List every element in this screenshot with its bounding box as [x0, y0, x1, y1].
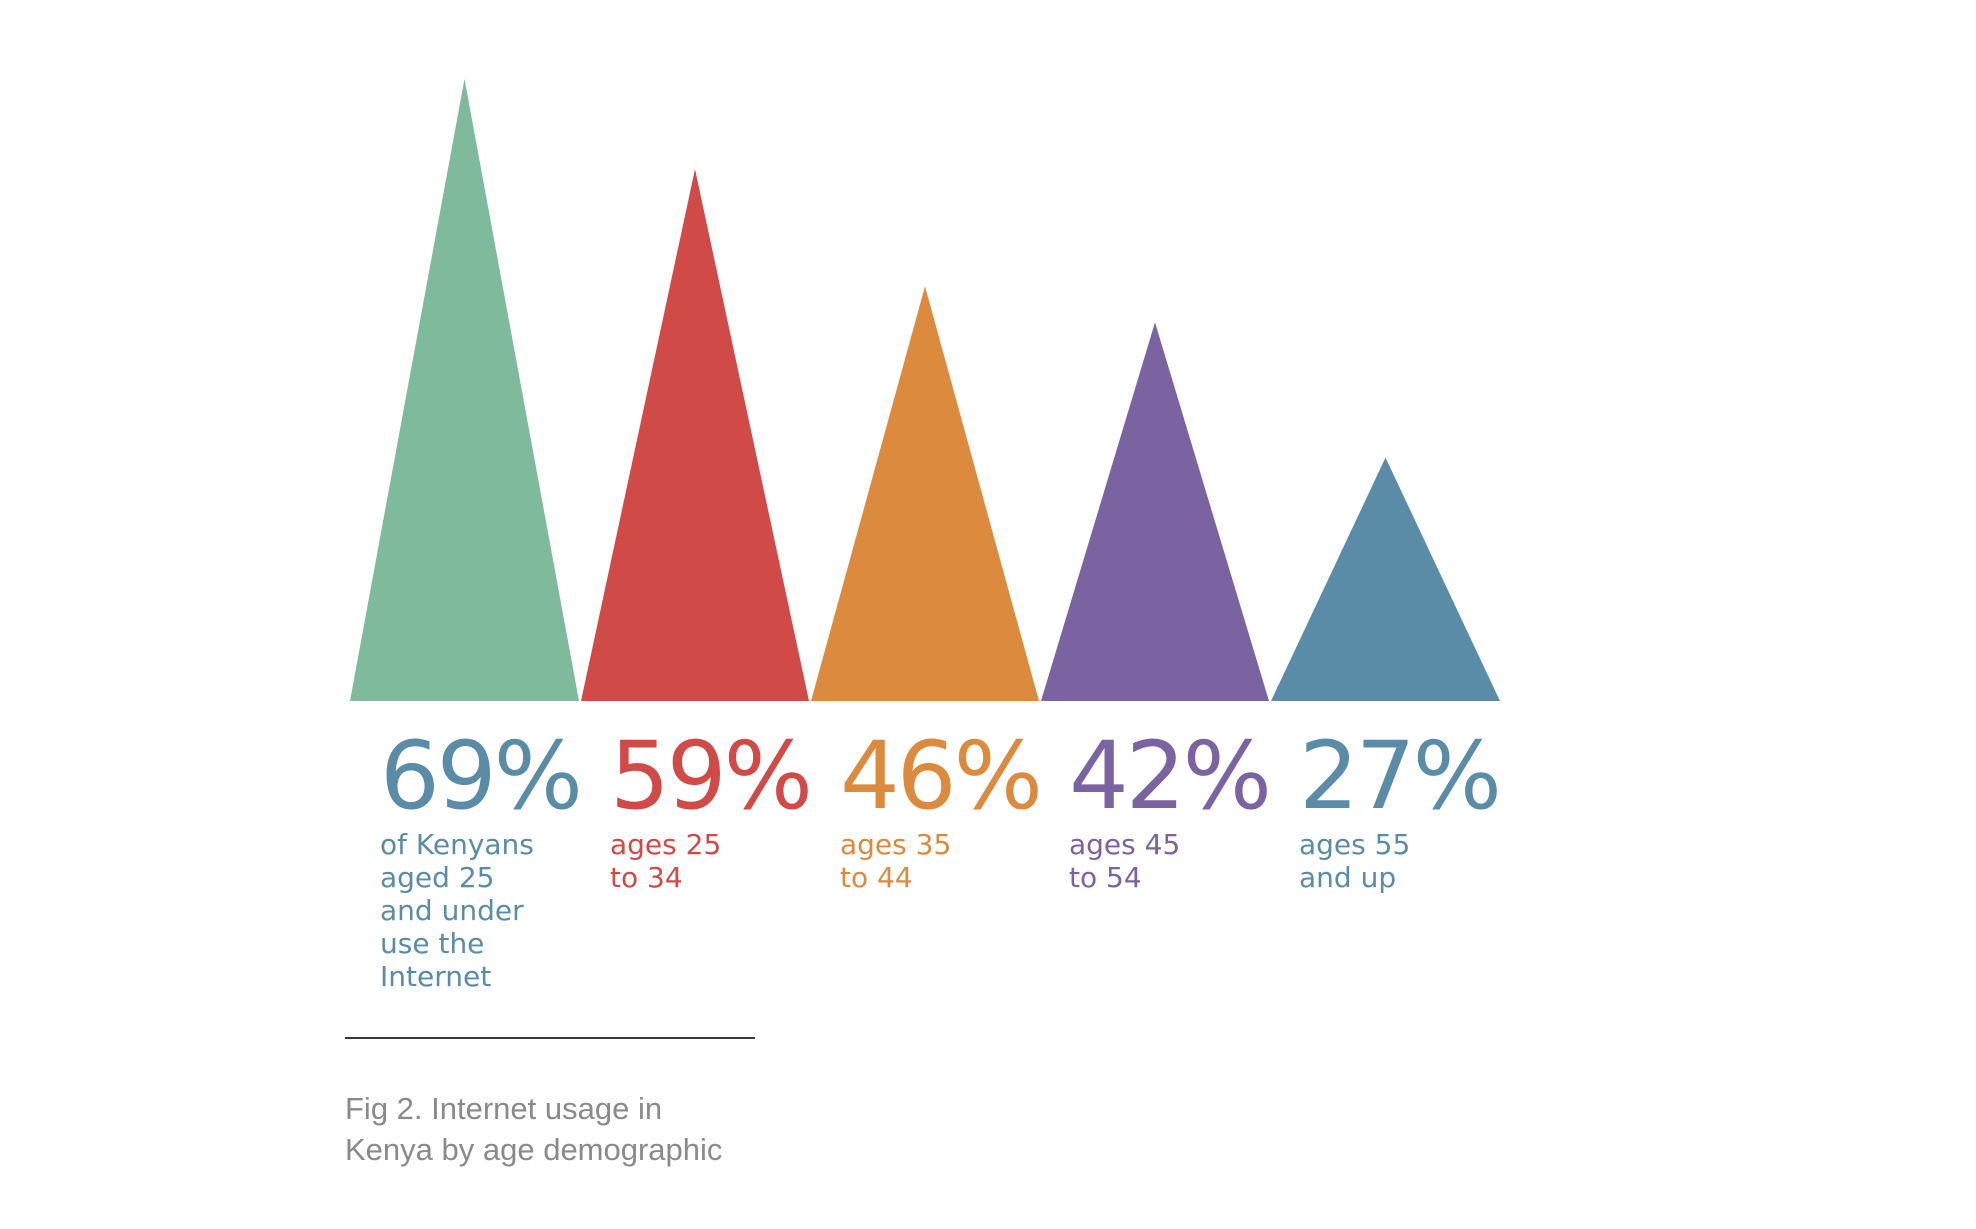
value-label-4: 42% — [1069, 722, 1272, 831]
category-label-1: of Kenyans aged 25 and under use the Int… — [380, 828, 534, 993]
value-label-2: 59% — [610, 722, 813, 831]
value-label-3: 46% — [840, 722, 1043, 831]
triangle-mark-5 — [1271, 457, 1500, 701]
category-label-4: ages 45 to 54 — [1069, 828, 1181, 894]
triangle-mark-3 — [811, 286, 1039, 701]
category-label-2: ages 25 to 34 — [610, 828, 722, 894]
value-label-1: 69% — [380, 722, 583, 831]
triangle-mark-2 — [581, 169, 809, 702]
value-label-5: 27% — [1299, 722, 1502, 831]
category-label-3: ages 35 to 44 — [840, 828, 952, 894]
triangle-mark-4 — [1041, 322, 1269, 701]
caption-divider — [345, 1037, 755, 1039]
figure-caption: Fig 2. Internet usage in Kenya by age de… — [345, 1091, 723, 1167]
category-label-5: ages 55 and up — [1299, 828, 1411, 894]
triangle-mark-1 — [350, 79, 579, 701]
